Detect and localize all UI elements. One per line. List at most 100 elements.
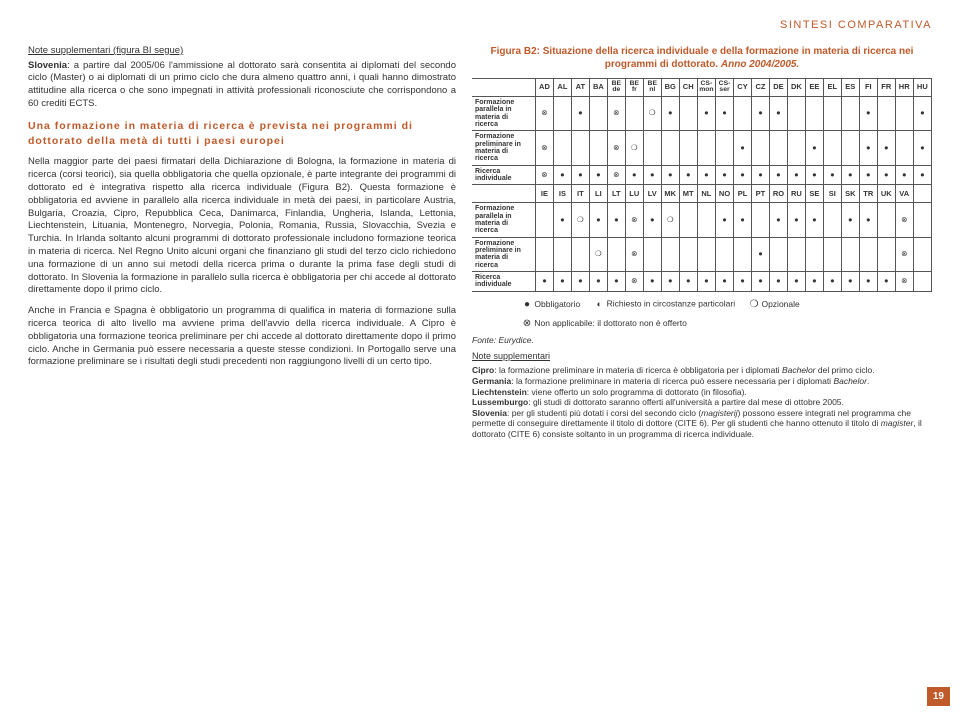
matrix-cell — [571, 237, 589, 271]
matrix-cell: ● — [625, 165, 643, 185]
matrix-cell: ❍ — [571, 203, 589, 237]
row-label: Ricerca individuale — [472, 272, 535, 292]
figure-legend: ● Obbligatorio ◐ Richiesto in circostanz… — [522, 298, 932, 331]
row-label: Formazione parallela in materia di ricer… — [472, 96, 535, 130]
notes-continued-heading: Note supplementari (figura BI segue) — [28, 45, 456, 58]
matrix-cell: ● — [859, 131, 877, 165]
matrix-cell: ● — [643, 272, 661, 292]
two-column-layout: Note supplementari (figura BI segue) Slo… — [28, 45, 932, 440]
row-label: Ricerca individuale — [472, 165, 535, 185]
matrix-cell — [535, 203, 553, 237]
matrix-cell: ● — [553, 203, 571, 237]
matrix-cell: ❍ — [589, 237, 607, 271]
matrix-cell: ⊗ — [607, 165, 625, 185]
matrix-cell — [679, 96, 697, 130]
matrix-cell: ● — [589, 165, 607, 185]
figure-matrix-table: ADALATBABEdeBEfrBEnlBGCHCS-monCS-serCYCZ… — [472, 78, 932, 292]
matrix-cell: ⊗ — [535, 165, 553, 185]
matrix-cell: ● — [859, 165, 877, 185]
matrix-cell — [823, 237, 841, 271]
row-label: Formazione preliminare in materia di ric… — [472, 131, 535, 165]
matrix-cell: ● — [787, 203, 805, 237]
page-header: SINTESI COMPARATIVA — [28, 18, 932, 33]
col-header: PT — [751, 185, 769, 203]
col-header: TR — [859, 185, 877, 203]
col-header: LV — [643, 185, 661, 203]
matrix-cell — [643, 237, 661, 271]
matrix-cell: ● — [859, 96, 877, 130]
col-header: CZ — [751, 78, 769, 96]
col-header: LT — [607, 185, 625, 203]
matrix-cell: ● — [643, 203, 661, 237]
matrix-cell: ● — [589, 272, 607, 292]
col-header: VA — [895, 185, 913, 203]
matrix-cell: ● — [841, 165, 859, 185]
matrix-cell: ⊗ — [535, 96, 553, 130]
matrix-cell — [895, 131, 913, 165]
col-header: ES — [841, 78, 859, 96]
matrix-cell: ● — [716, 203, 734, 237]
matrix-cell: ⊗ — [895, 203, 913, 237]
matrix-cell — [625, 96, 643, 130]
matrix-cell: ● — [734, 131, 752, 165]
matrix-cell — [787, 237, 805, 271]
matrix-cell: ● — [877, 272, 895, 292]
matrix-cell — [553, 131, 571, 165]
matrix-cell: ● — [751, 165, 769, 185]
matrix-cell — [913, 203, 931, 237]
matrix-cell: ● — [553, 272, 571, 292]
matrix-cell — [716, 237, 734, 271]
matrix-cell — [697, 131, 715, 165]
col-header: CH — [679, 78, 697, 96]
matrix-cell — [787, 96, 805, 130]
matrix-cell: ❍ — [661, 203, 679, 237]
matrix-cell: ● — [913, 131, 931, 165]
left-column: Note supplementari (figura BI segue) Slo… — [28, 45, 456, 440]
matrix-cell — [877, 237, 895, 271]
col-header: BEfr — [625, 78, 643, 96]
matrix-cell: ⊗ — [625, 272, 643, 292]
right-column: Figura B2: Situazione della ricerca indi… — [472, 45, 932, 440]
matrix-cell: ● — [787, 165, 805, 185]
matrix-cell: ● — [734, 272, 752, 292]
matrix-cell — [805, 96, 823, 130]
matrix-cell — [841, 237, 859, 271]
matrix-cell — [679, 131, 697, 165]
slovenia-note: Slovenia: a partire dal 2005/06 l'ammiss… — [28, 60, 456, 111]
col-header: CY — [734, 78, 752, 96]
matrix-cell: ⊗ — [535, 131, 553, 165]
col-header: LI — [589, 185, 607, 203]
supplementary-notes-heading: Note supplementari — [472, 350, 932, 362]
matrix-cell: ● — [734, 203, 752, 237]
matrix-cell — [769, 131, 787, 165]
matrix-cell: ● — [553, 165, 571, 185]
col-header: FI — [859, 78, 877, 96]
matrix-cell: ● — [823, 272, 841, 292]
matrix-cell: ● — [607, 203, 625, 237]
col-header: DK — [787, 78, 805, 96]
supplementary-notes-body: Cipro: la formazione preliminare in mate… — [472, 365, 932, 439]
matrix-cell — [751, 203, 769, 237]
matrix-cell — [751, 131, 769, 165]
col-header: BEnl — [643, 78, 661, 96]
col-header: HU — [913, 78, 931, 96]
matrix-cell — [553, 96, 571, 130]
col-header: HR — [895, 78, 913, 96]
matrix-cell: ● — [571, 272, 589, 292]
matrix-cell: ● — [661, 96, 679, 130]
matrix-cell — [679, 237, 697, 271]
col-header: UK — [877, 185, 895, 203]
col-header: CS-mon — [697, 78, 715, 96]
matrix-cell — [895, 96, 913, 130]
matrix-cell: ⊗ — [607, 96, 625, 130]
col-header — [913, 185, 931, 203]
matrix-cell: ● — [751, 237, 769, 271]
row-label: Formazione preliminare in materia di ric… — [472, 237, 535, 271]
matrix-cell — [553, 237, 571, 271]
matrix-cell: ● — [823, 165, 841, 185]
matrix-cell — [661, 131, 679, 165]
matrix-cell: ❍ — [625, 131, 643, 165]
col-header: DE — [769, 78, 787, 96]
col-header: AT — [571, 78, 589, 96]
matrix-cell — [913, 272, 931, 292]
